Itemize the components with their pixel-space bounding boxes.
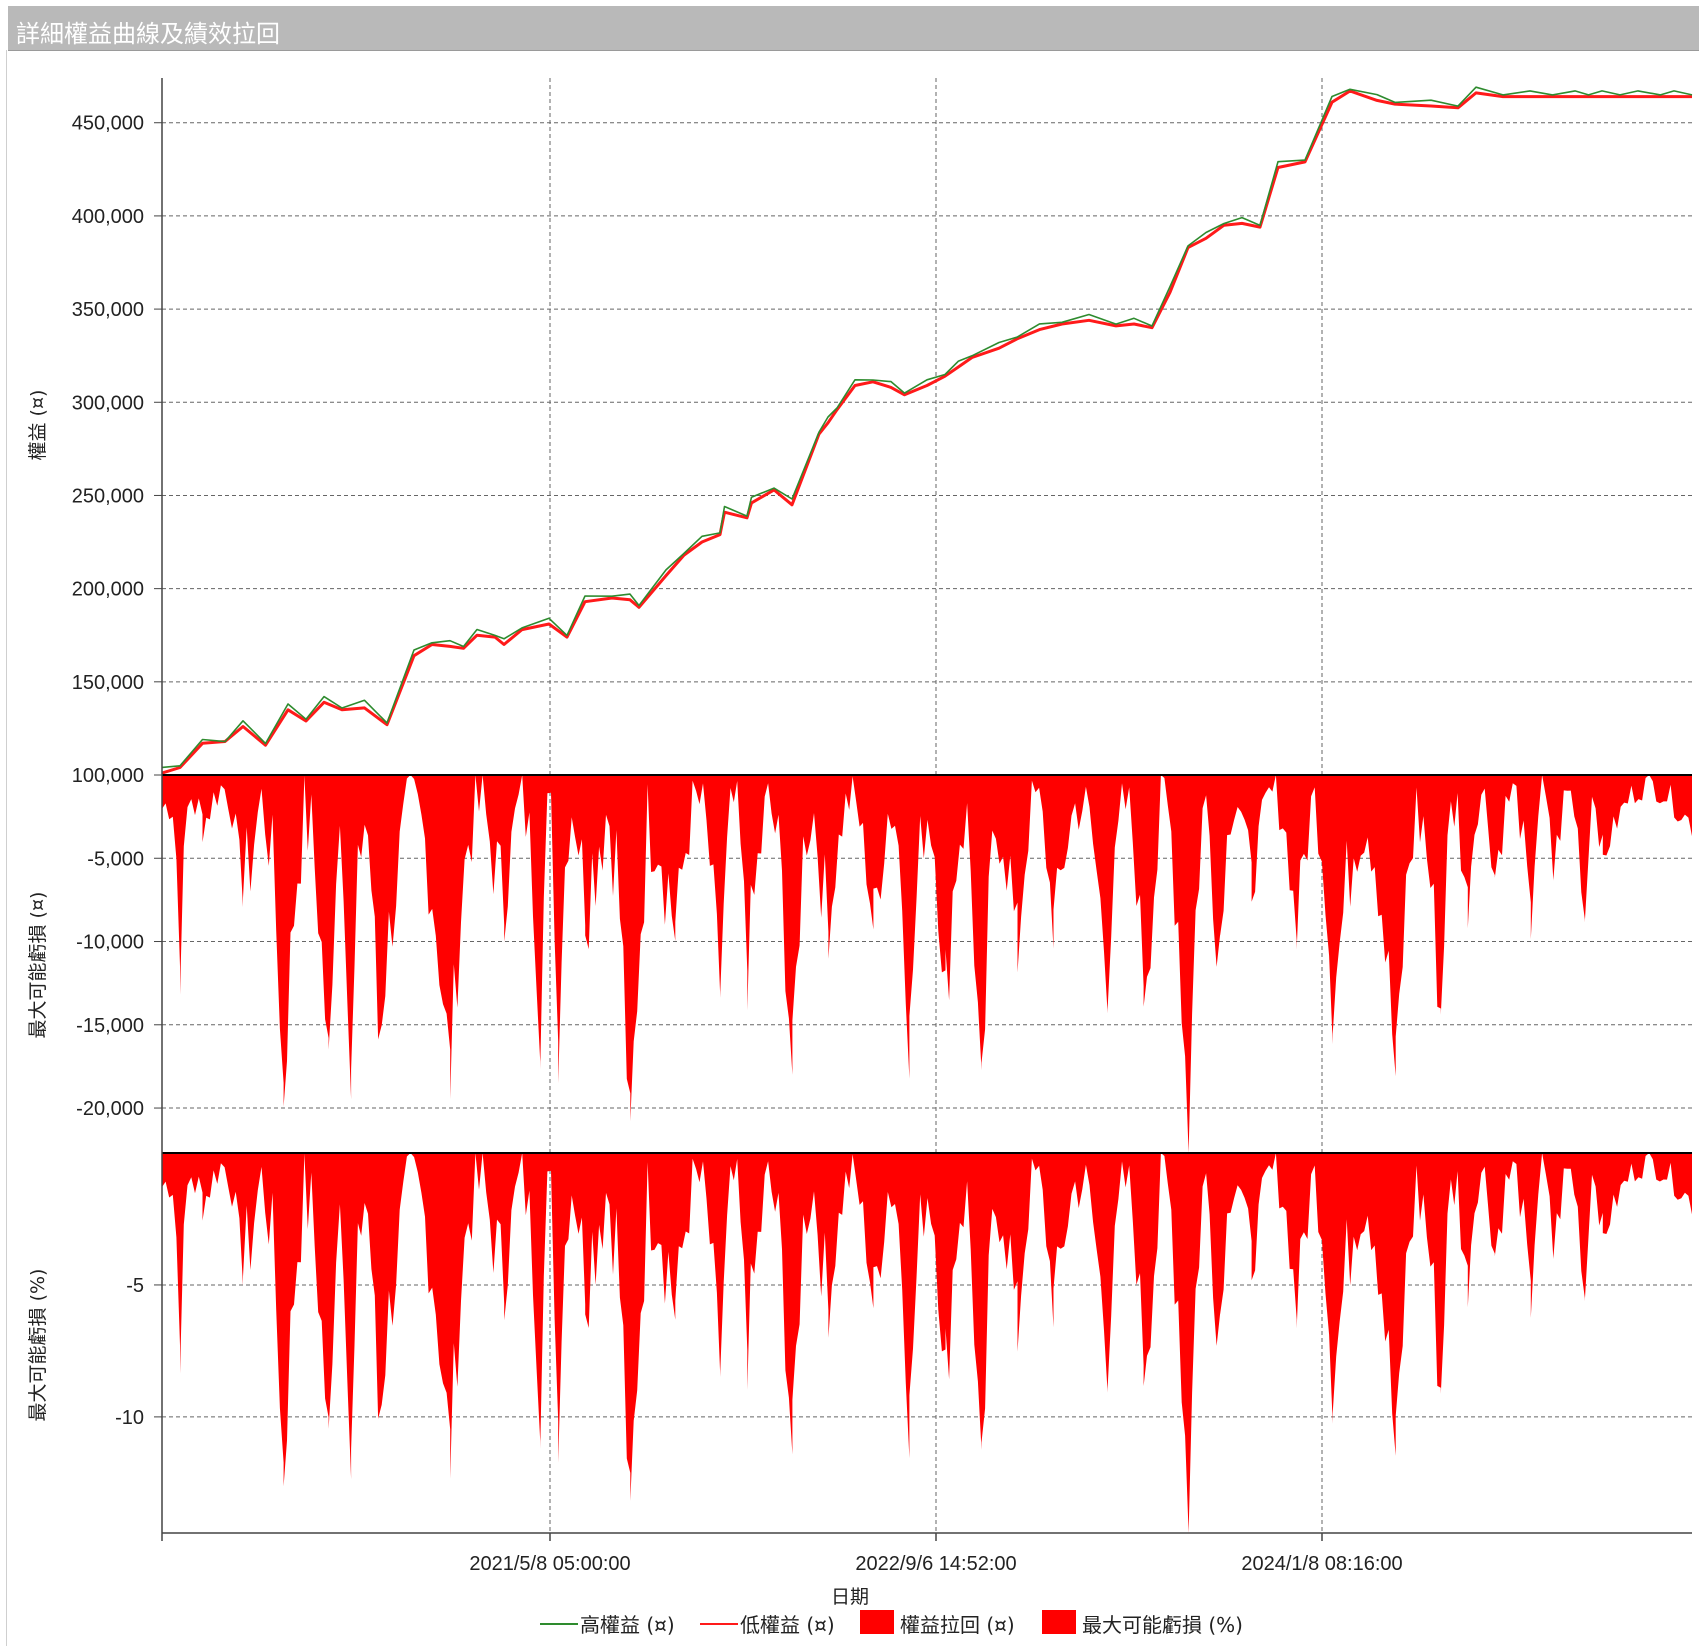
legend-label: 低權益 (¤) [740,1613,835,1637]
x-axis: 日期 2021/5/8 05:00:00 2022/9/6 14:52:00 202… [161,78,1692,1608]
y-tick-label: -20,000 [76,1098,144,1120]
x-tick-label: 2022/9/6 14:52:00 [855,1553,1016,1575]
y-tick-label: -15,000 [76,1015,144,1037]
grid-lines [549,78,1323,1533]
equity-axis-title: 權益 (¤) [27,390,49,461]
drawdown-percent-area [162,1153,1692,1533]
chart-title-bar: 詳細權益曲線及績效拉回 [8,6,1699,51]
chart-window-title: 詳細權益曲線及績效拉回 [16,20,280,48]
y-tick-label: 250,000 [72,485,144,507]
drawdown-amount-area [162,775,1692,1153]
legend-swatch [1042,1610,1076,1634]
drawdown-amount-axis-title: 最大可能虧損 (¤) [27,892,49,1039]
drawdown-percent-axis-title: 最大可能虧損 (%) [27,1269,49,1422]
y-tick-label: 150,000 [72,672,144,694]
chart-frame [6,50,1697,1646]
y-tick-label: -5,000 [87,848,144,870]
legend: 高權益 (¤) 低權益 (¤) 權益拉回 (¤) 最大可能虧損 (%) [540,1610,1243,1637]
x-tick-label: 2024/1/8 08:16:00 [1241,1553,1402,1575]
y-tick-label: 400,000 [72,206,144,228]
y-tick-label: -10,000 [76,932,144,954]
y-tick-label: -5 [126,1275,144,1297]
y-tick-label: 350,000 [72,299,144,321]
equity-low-line [161,89,1692,775]
legend-swatch [860,1610,894,1634]
drawdown-amount-panel: 最大可能虧損 (¤) -5,000 -10,000 -15,000 -20,000 [27,774,1692,1153]
y-tick-label: -10 [115,1407,144,1429]
legend-label: 高權益 (¤) [580,1613,675,1637]
y-tick-label: 450,000 [72,113,144,135]
equity-high-line [161,86,1693,769]
legend-label: 權益拉回 (¤) [900,1613,1015,1637]
y-tick-label: 200,000 [72,579,144,601]
equity-panel: 權益 (¤) 100,000 150,000 200,000 250,000 300,0… [27,86,1693,787]
x-axis-title: 日期 [831,1586,869,1608]
drawdown-percent-panel: 最大可能虧損 (%) -5 -10 [27,1152,1692,1533]
legend-label: 最大可能虧損 (%) [1082,1613,1243,1637]
y-tick-label: 100,000 [72,765,144,787]
y-tick-label: 300,000 [72,392,144,414]
x-tick-label: 2021/5/8 05:00:00 [469,1553,630,1575]
